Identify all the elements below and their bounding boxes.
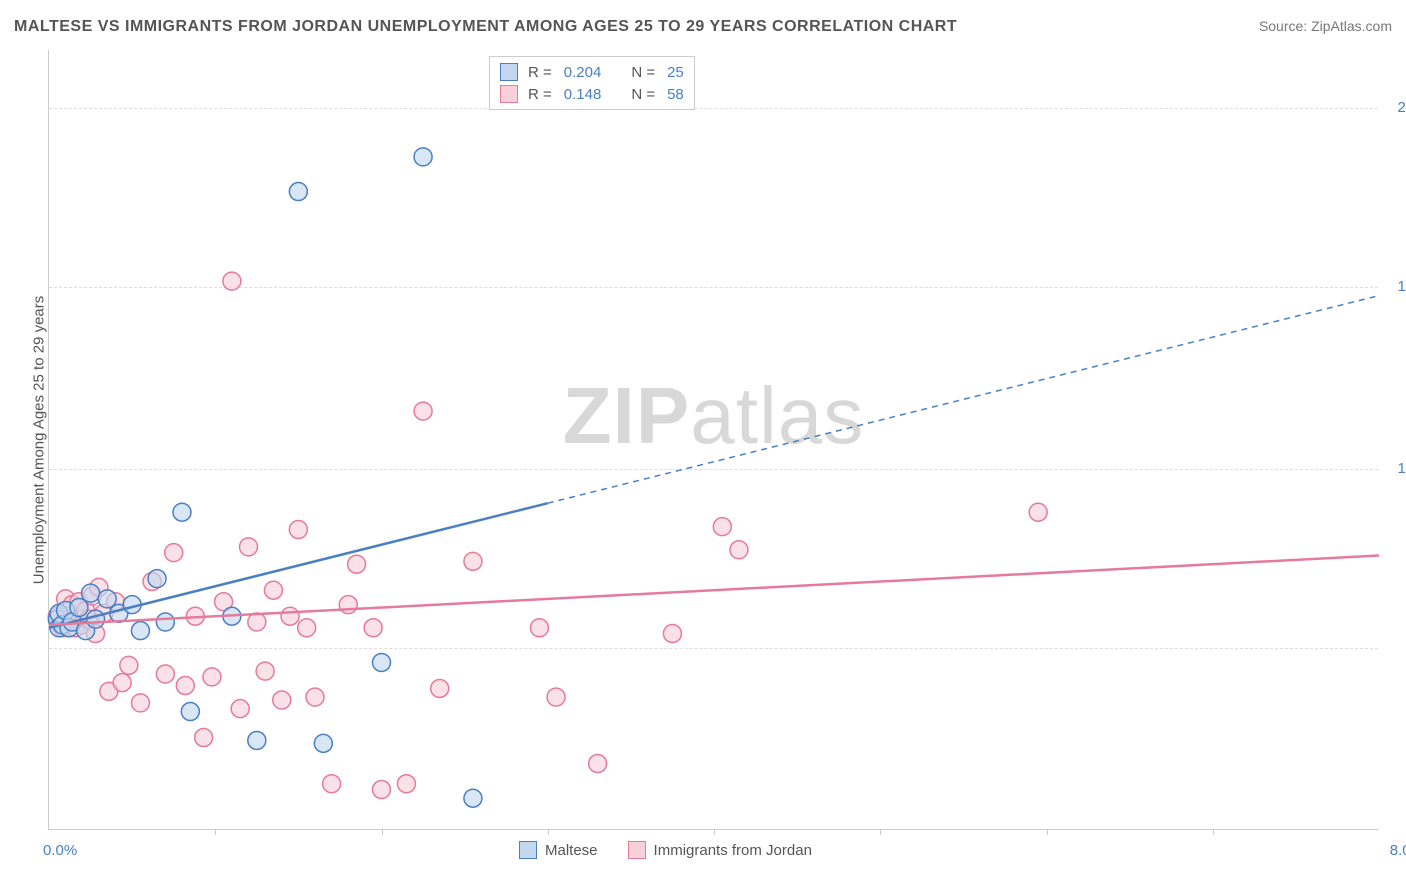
jordan-point [373, 781, 391, 799]
jordan-point [713, 518, 731, 536]
jordan-point [364, 619, 382, 637]
jordan-point [431, 679, 449, 697]
legend-item-jordan: Immigrants from Jordan [628, 841, 812, 859]
plot-area: Unemployment Among Ages 25 to 29 years Z… [48, 50, 1378, 830]
jordan-point [113, 674, 131, 692]
maltese-point [314, 734, 332, 752]
maltese-swatch-icon [519, 841, 537, 859]
jordan-point [156, 665, 174, 683]
jordan-point [120, 656, 138, 674]
maltese-point [464, 789, 482, 807]
y-tick-label: 18.8% [1384, 278, 1406, 295]
jordan-swatch-icon [628, 841, 646, 859]
x-axis-min-label: 0.0% [43, 842, 77, 859]
jordan-point [414, 402, 432, 420]
x-axis-max-label: 8.0% [1390, 842, 1406, 859]
maltese-point [248, 731, 266, 749]
jordan-point [547, 688, 565, 706]
jordan-point [165, 544, 183, 562]
maltese-point [289, 183, 307, 201]
jordan-point [323, 775, 341, 793]
jordan-point [289, 521, 307, 539]
jordan-point [195, 729, 213, 747]
maltese-trend-line-dashed [548, 296, 1379, 504]
jordan-point [589, 755, 607, 773]
jordan-point [298, 619, 316, 637]
jordan-point [223, 272, 241, 290]
x-tick [215, 829, 216, 835]
maltese-point [181, 703, 199, 721]
maltese-point [87, 610, 105, 628]
legend-item-maltese: Maltese [519, 841, 598, 859]
series-legend: Maltese Immigrants from Jordan [519, 841, 812, 859]
jordan-point [397, 775, 415, 793]
jordan-trend-line [49, 556, 1379, 625]
jordan-point [1029, 503, 1047, 521]
x-tick [1047, 829, 1048, 835]
jordan-point [281, 607, 299, 625]
jordan-point [131, 694, 149, 712]
y-tick-label: 25.0% [1384, 99, 1406, 116]
jordan-point [348, 555, 366, 573]
maltese-point [148, 570, 166, 588]
y-tick-label: 12.5% [1384, 460, 1406, 477]
title-row: MALTESE VS IMMIGRANTS FROM JORDAN UNEMPL… [14, 18, 1392, 36]
maltese-point [414, 148, 432, 166]
jordan-point [273, 691, 291, 709]
jordan-point [306, 688, 324, 706]
jordan-point [176, 677, 194, 695]
y-tick-label: 6.3% [1384, 639, 1406, 656]
x-tick [714, 829, 715, 835]
jordan-point [730, 541, 748, 559]
jordan-point [248, 613, 266, 631]
x-tick [880, 829, 881, 835]
jordan-point [339, 596, 357, 614]
chart-title: MALTESE VS IMMIGRANTS FROM JORDAN UNEMPL… [14, 18, 957, 36]
jordan-point [264, 581, 282, 599]
x-tick [1213, 829, 1214, 835]
x-tick [548, 829, 549, 835]
jordan-point [530, 619, 548, 637]
jordan-point [203, 668, 221, 686]
maltese-point [131, 622, 149, 640]
y-axis-label: Unemployment Among Ages 25 to 29 years [31, 295, 48, 584]
jordan-point [663, 625, 681, 643]
jordan-point [464, 552, 482, 570]
maltese-point [82, 584, 100, 602]
x-tick [382, 829, 383, 835]
jordan-point [240, 538, 258, 556]
maltese-point [156, 613, 174, 631]
jordan-point [231, 700, 249, 718]
maltese-point [173, 503, 191, 521]
scatter-svg [49, 50, 1378, 829]
jordan-point [256, 662, 274, 680]
chart-source: Source: ZipAtlas.com [1259, 18, 1392, 34]
maltese-point [373, 653, 391, 671]
